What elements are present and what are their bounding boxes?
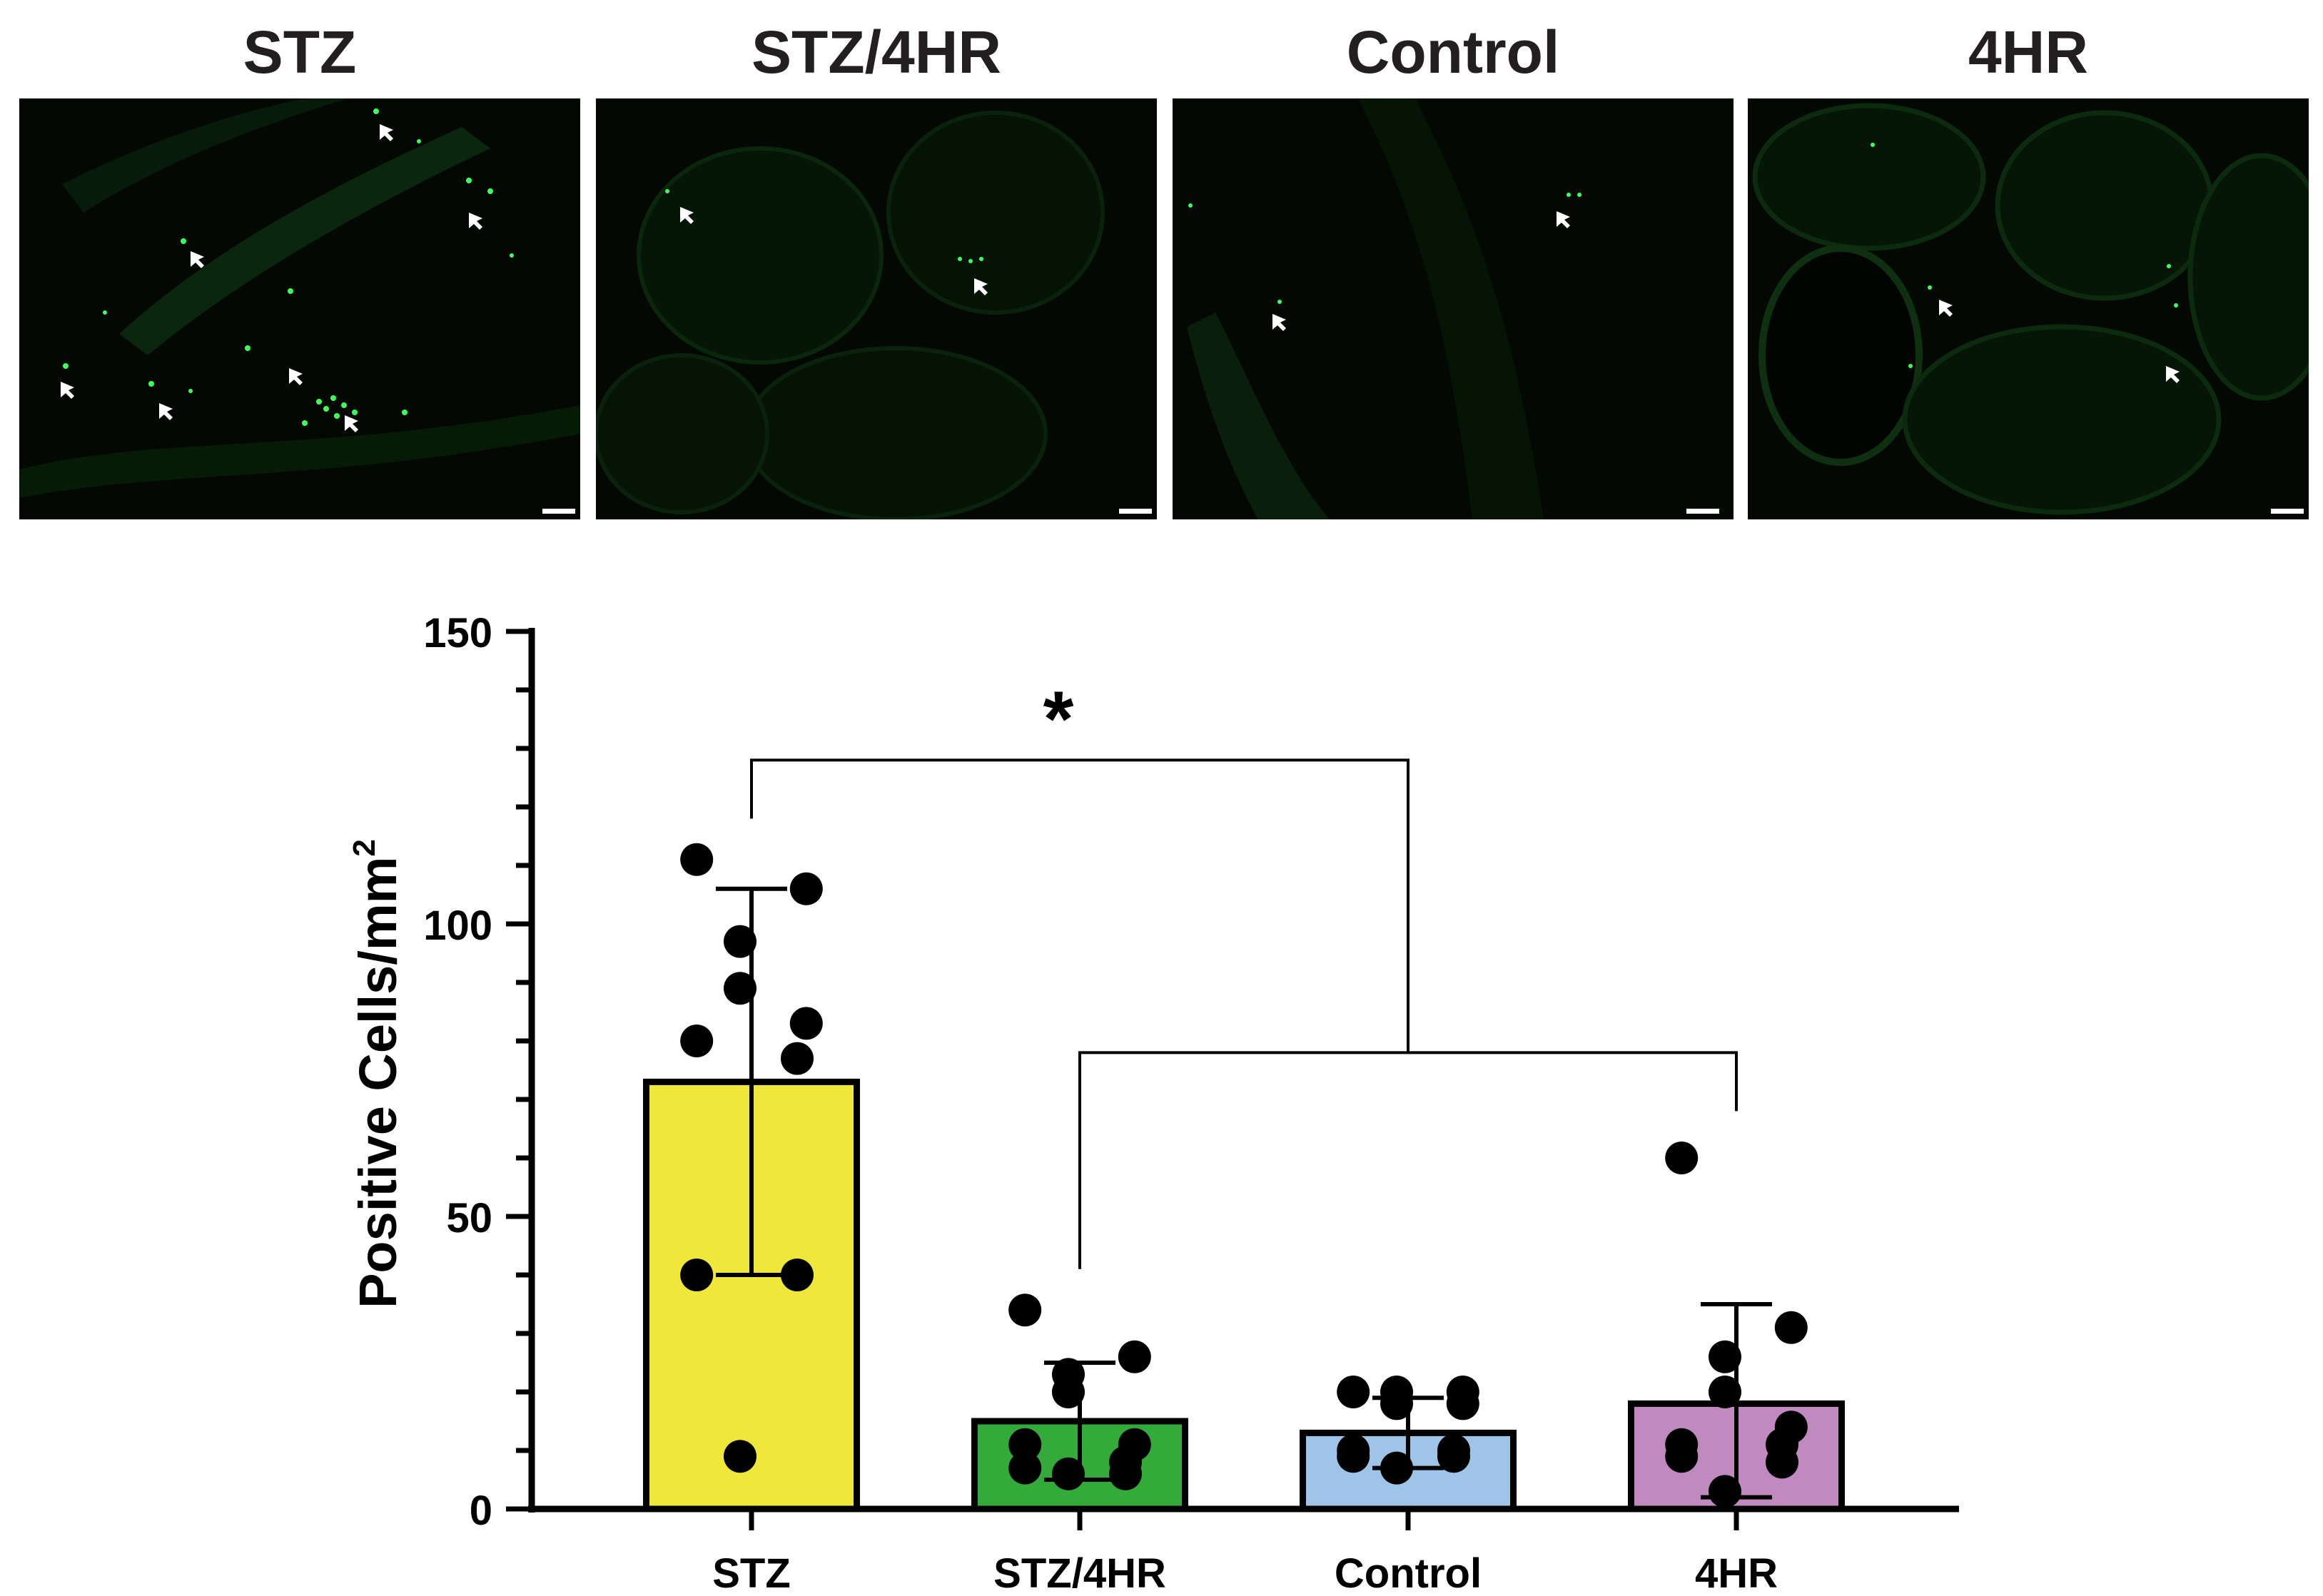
- data-point-2-8: [1437, 1440, 1470, 1473]
- arrowheads: [1939, 300, 2180, 383]
- data-point-2-9: [1380, 1451, 1413, 1485]
- y-tick-label-0: 0: [470, 1488, 492, 1534]
- data-point-2-4: [1446, 1387, 1479, 1420]
- y-axis-label: Positive Cells/mm2: [347, 839, 408, 1308]
- significance-star: *: [1043, 675, 1074, 763]
- panel-title-stz4hr: STZ/4HR: [751, 19, 1002, 86]
- micrograph-stz4hr: [596, 98, 1157, 519]
- panel-title-stz: STZ: [243, 19, 357, 86]
- data-point-2-3: [1380, 1387, 1413, 1420]
- data-point-1-8: [1109, 1457, 1142, 1490]
- fluorescent-cells: [1188, 193, 1581, 304]
- data-point-2-0: [1337, 1376, 1370, 1408]
- micrograph-stz: [19, 98, 580, 519]
- fluorescent-cells: [1871, 143, 2178, 368]
- data-point-1-7: [1008, 1451, 1042, 1485]
- significance-bracket-main: [750, 758, 1410, 1053]
- y-axis-label-text: Positive Cells/mm: [348, 857, 408, 1308]
- y-axis-label-superscript: 2: [347, 839, 382, 856]
- data-point-1-3: [1052, 1376, 1085, 1408]
- data-point-1-9: [1052, 1457, 1085, 1490]
- data-point-1-0: [1008, 1293, 1042, 1327]
- scale-bar: [1686, 509, 1719, 514]
- panel-title-4hr: 4HR: [1968, 19, 2089, 86]
- scale-bar: [2271, 509, 2304, 514]
- data-point-3-8: [1766, 1445, 1798, 1479]
- arrowheads: [1272, 211, 1570, 331]
- panel-title-control: Control: [1346, 19, 1560, 86]
- data-point-0-2: [724, 925, 756, 958]
- significance-bracket-group: [1078, 1051, 1738, 1269]
- x-tick-label-3: 4HR: [1695, 1550, 1778, 1596]
- data-point-3-3: [1709, 1376, 1741, 1408]
- y-tick-label-150: 150: [423, 610, 492, 656]
- scale-bar: [542, 509, 575, 514]
- data-point-2-7: [1337, 1440, 1370, 1473]
- data-point-1-5: [1008, 1428, 1042, 1461]
- y-tick-label-50: 50: [446, 1195, 492, 1241]
- x-tick-label-0: STZ: [712, 1550, 791, 1596]
- x-tick-label-1: STZ/4HR: [993, 1550, 1166, 1596]
- arrowheads: [680, 207, 988, 295]
- fluorescent-cells: [63, 108, 514, 426]
- data-point-3-0: [1665, 1142, 1699, 1174]
- data-point-1-1: [1118, 1340, 1151, 1373]
- data-point-0-8: [781, 1259, 814, 1291]
- fluorescent-cells: [665, 189, 983, 263]
- data-point-0-4: [789, 1007, 823, 1040]
- x-tick-label-2: Control: [1335, 1550, 1482, 1596]
- data-point-3-2: [1709, 1340, 1741, 1373]
- data-point-0-7: [680, 1259, 714, 1291]
- data-point-0-5: [680, 1025, 714, 1057]
- y-tick-label-100: 100: [423, 903, 492, 949]
- data-point-0-9: [724, 1440, 756, 1473]
- scale-bar: [1119, 509, 1152, 514]
- data-point-0-3: [724, 972, 756, 1005]
- micrograph-4hr: [1748, 98, 2309, 519]
- data-point-3-9: [1709, 1475, 1741, 1508]
- micrograph-control: [1173, 98, 1734, 519]
- arrowheads: [61, 124, 482, 432]
- data-point-3-1: [1774, 1311, 1808, 1344]
- data-point-0-6: [781, 1042, 814, 1075]
- data-point-3-7: [1665, 1440, 1699, 1473]
- data-point-0-1: [789, 872, 823, 905]
- data-point-0-0: [680, 843, 714, 876]
